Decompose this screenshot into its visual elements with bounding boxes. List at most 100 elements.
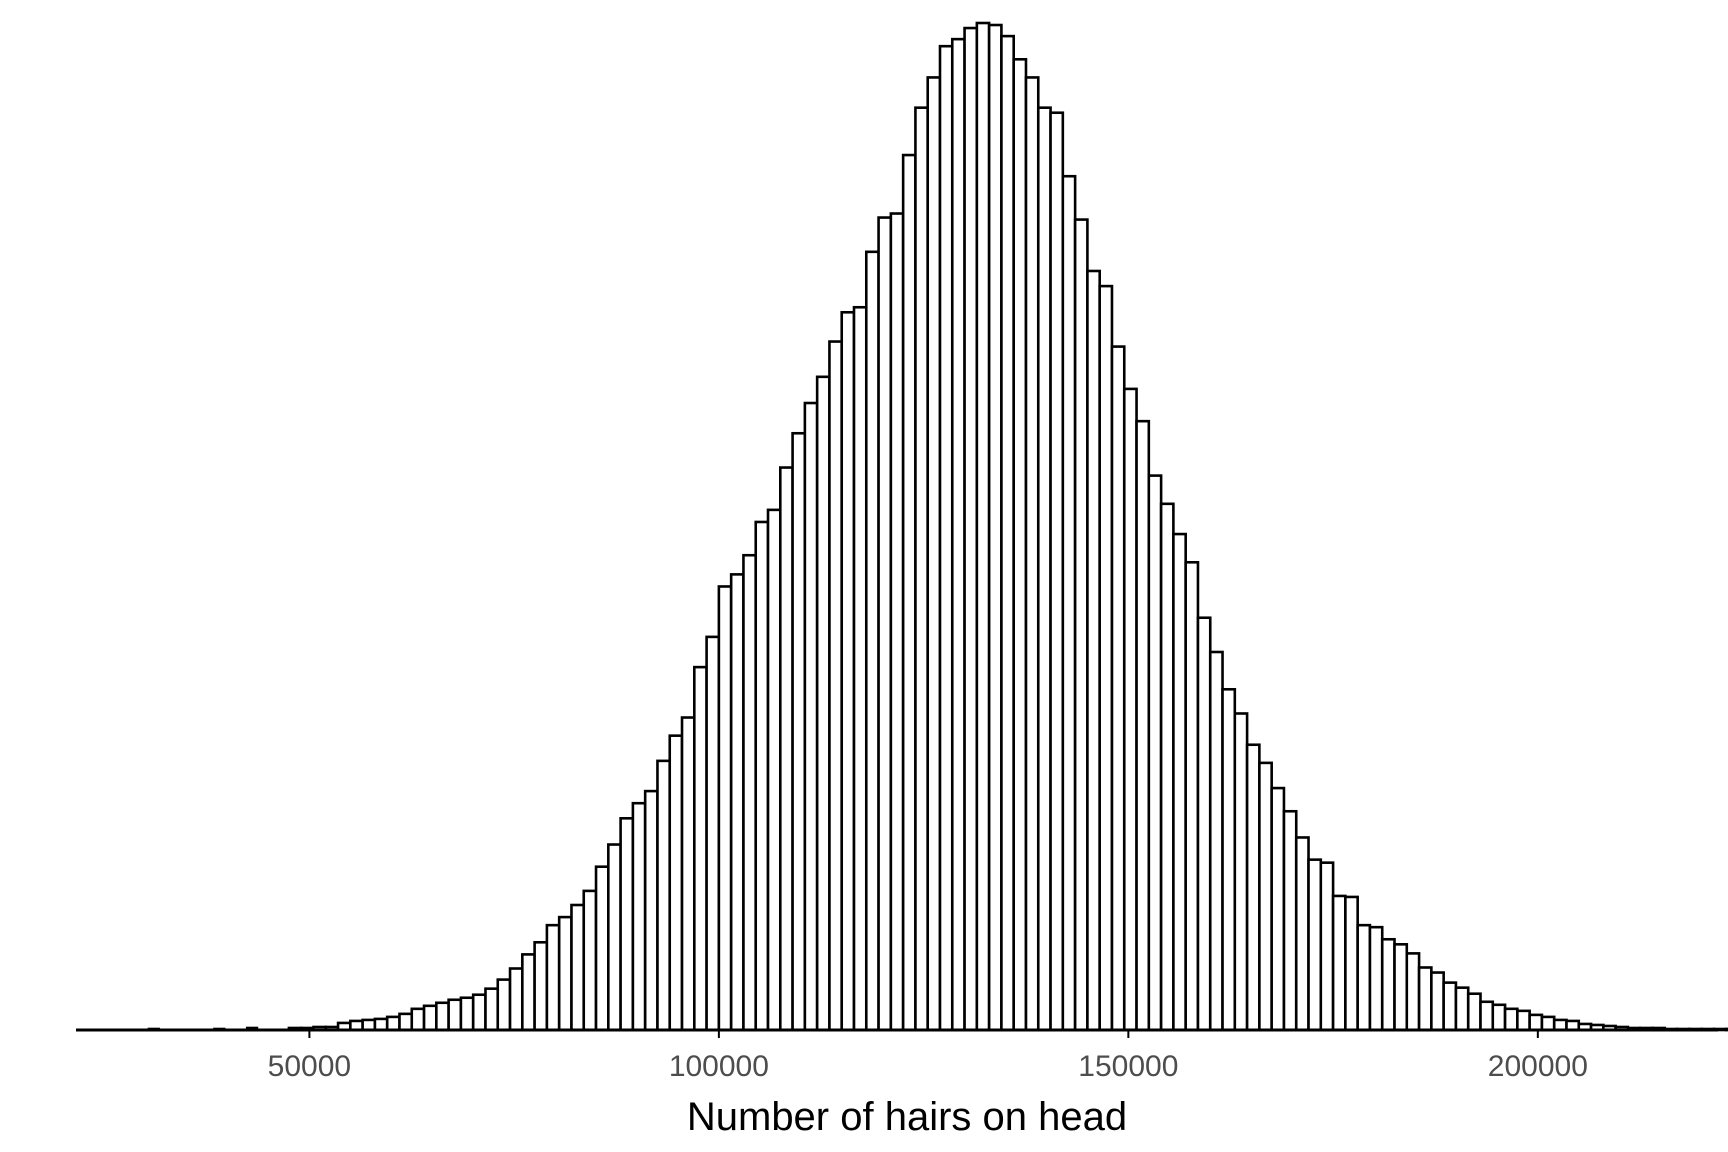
histogram-bar [1516, 1009, 1531, 1032]
histogram-bars [287, 21, 1728, 1032]
histogram-bar [1049, 111, 1065, 1032]
histogram-bar [422, 1004, 438, 1032]
histogram-bar [938, 44, 954, 1032]
histogram-bar [864, 250, 880, 1032]
histogram-bar [508, 967, 524, 1032]
histogram-bar [1454, 986, 1470, 1032]
histogram-bar [410, 1007, 426, 1032]
histogram-bar [852, 305, 868, 1032]
histogram-bar [1282, 809, 1298, 1032]
histogram-bar [1368, 925, 1384, 1032]
histogram-bar [1380, 937, 1396, 1032]
histogram-bar [1233, 712, 1249, 1032]
histogram-bar [1012, 57, 1028, 1032]
histogram-bar [656, 759, 672, 1032]
histogram-bar [1221, 687, 1237, 1032]
histogram-bar [1036, 106, 1052, 1032]
histogram-bar [1258, 761, 1273, 1032]
histogram-bar [1417, 966, 1433, 1032]
histogram-bar [1344, 895, 1359, 1032]
x-tick-label: 200000 [1488, 1050, 1588, 1083]
histogram-bar [1172, 532, 1187, 1032]
histogram-bar [459, 996, 475, 1032]
histogram-bar [1122, 387, 1138, 1032]
histogram-bar [1184, 560, 1200, 1032]
histogram-bar [1073, 218, 1089, 1032]
histogram-bar [533, 940, 549, 1032]
histogram-bar [1503, 1007, 1519, 1032]
histogram-bar [1159, 502, 1175, 1032]
histogram-bar [766, 508, 782, 1032]
histogram-bar [1479, 1000, 1495, 1032]
histogram-bar [471, 993, 487, 1032]
histogram-bar [594, 865, 610, 1032]
histogram-bar [791, 431, 807, 1032]
histogram-bar [521, 953, 536, 1032]
histogram-bar [717, 585, 733, 1032]
histogram-bar [987, 23, 1003, 1032]
histogram-bar [1135, 419, 1151, 1032]
histogram-bar [1724, 1027, 1728, 1032]
histogram-bar [1245, 743, 1261, 1032]
histogram-bar [1086, 269, 1101, 1032]
histogram-bar [1061, 174, 1077, 1032]
histogram-bar [914, 106, 930, 1032]
histogram-bar [582, 889, 598, 1032]
histogram-bar [1442, 981, 1458, 1032]
histogram-bar [668, 734, 684, 1032]
histogram-bar [1147, 474, 1163, 1032]
histogram-bar [545, 923, 561, 1032]
histogram-bar [1528, 1013, 1544, 1032]
histogram-bar [729, 573, 745, 1032]
histogram-bar [570, 903, 586, 1032]
histogram-bar [1294, 836, 1310, 1032]
histogram-bar [557, 915, 573, 1032]
x-tick-label: 150000 [1078, 1050, 1178, 1083]
histogram-bar [1430, 971, 1445, 1032]
histogram-bar [742, 553, 758, 1032]
histogram-bar [1000, 34, 1015, 1032]
histogram-bar [1356, 923, 1372, 1032]
histogram-bar [1307, 858, 1323, 1032]
histogram-bar [1552, 1018, 1568, 1032]
histogram-bar [1405, 952, 1421, 1032]
histogram-bar [680, 716, 696, 1032]
histogram-bar [840, 310, 856, 1032]
histogram-bar [1098, 284, 1114, 1032]
histogram-bar [778, 466, 794, 1032]
histogram-bar [1196, 616, 1212, 1032]
histogram-bar [1393, 943, 1409, 1032]
histogram-bar [963, 26, 979, 1032]
histogram-bar [643, 789, 659, 1032]
histogram-bar [607, 843, 622, 1032]
histogram-bar [950, 37, 966, 1032]
histogram-bar [889, 212, 905, 1032]
histogram-bar [1331, 894, 1347, 1032]
histogram-bar [754, 520, 770, 1032]
histogram-bar [1540, 1015, 1556, 1032]
histogram-bar [484, 987, 500, 1032]
histogram-bar [1491, 1003, 1507, 1032]
histogram-bar [435, 1001, 450, 1032]
x-axis-ticks: 50000 100000 150000 200000 [268, 1030, 1588, 1083]
histogram-bar [385, 1015, 401, 1032]
histogram-bar [877, 216, 893, 1032]
histogram-bar [1208, 650, 1224, 1032]
histogram-bar [373, 1017, 389, 1032]
histogram-bar [815, 375, 831, 1032]
histogram-bar [975, 21, 991, 1032]
histogram-bar [398, 1012, 414, 1032]
histogram-bar [926, 76, 942, 1032]
histogram-bar [901, 153, 917, 1032]
histogram-bar [803, 401, 819, 1032]
histogram-bar [1270, 786, 1286, 1032]
x-tick-label: 50000 [268, 1050, 351, 1083]
histogram-bar [828, 340, 844, 1032]
histogram-bar [693, 665, 708, 1032]
x-tick-label: 100000 [669, 1050, 769, 1083]
histogram-bar [1319, 861, 1335, 1032]
histogram-bar [1466, 992, 1482, 1032]
histogram-bar [631, 801, 647, 1032]
histogram-bar [496, 978, 512, 1032]
